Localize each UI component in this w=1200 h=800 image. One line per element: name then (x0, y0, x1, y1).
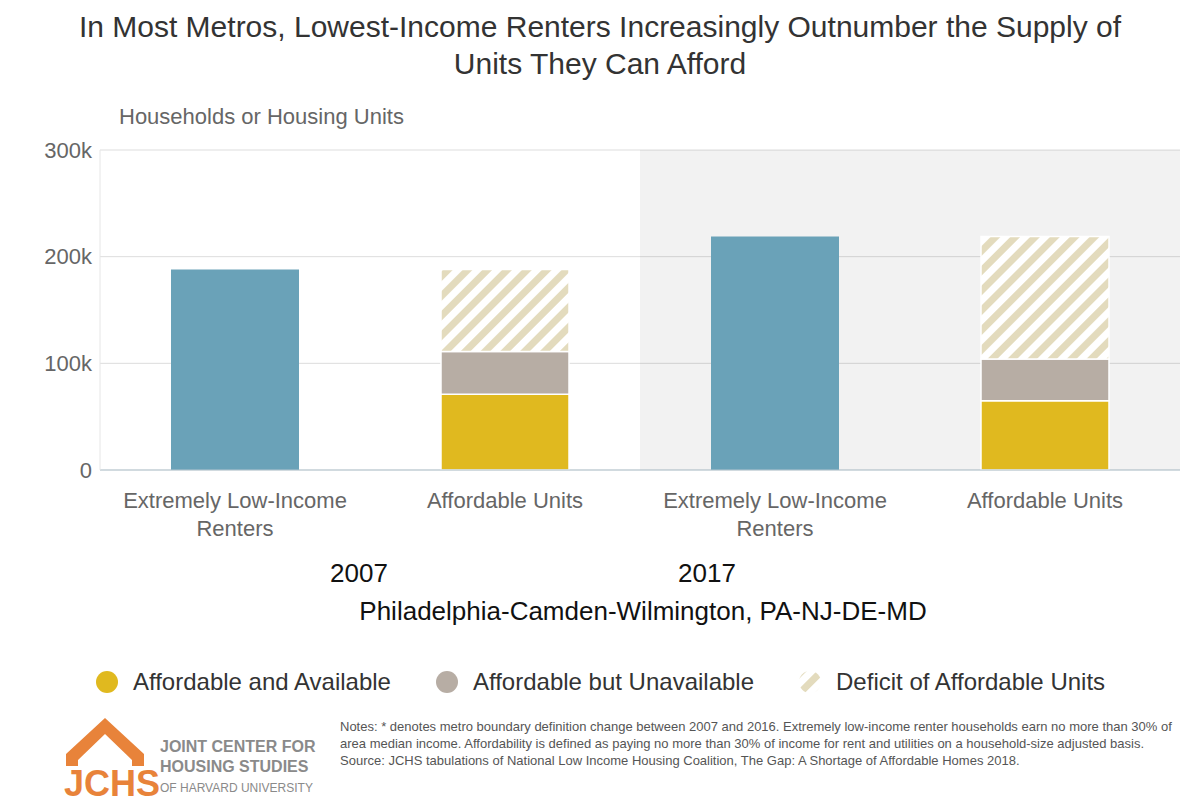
html-text:2007: 2007 (330, 558, 388, 588)
svg-text:100k: 100k (44, 351, 93, 376)
svg-text:Affordable Units: Affordable Units (967, 488, 1123, 513)
html-text:Affordable and Available: Affordable and Available (132, 668, 391, 695)
html-text:Notes: * denotes metro boundar: Notes: * denotes metro boundary definiti… (340, 719, 1172, 751)
svg-text:JCHS: JCHS (64, 763, 160, 800)
svg-text:Extremely Low-IncomeRenters: Extremely Low-IncomeRenters (123, 488, 347, 541)
svg-text:OF HARVARD UNIVERSITY: OF HARVARD UNIVERSITY (160, 781, 313, 795)
svg-text:0: 0 (80, 458, 92, 483)
html-text:2017: 2017 (678, 558, 736, 588)
html-text:Affordable but Unavailable: Affordable but Unavailable (472, 668, 754, 695)
svg-text:HOUSING STUDIES: HOUSING STUDIES (160, 758, 309, 775)
html-text:Deficit of Affordable Units: Deficit of Affordable Units (836, 668, 1106, 695)
svg-text:Extremely Low-IncomeRenters: Extremely Low-IncomeRenters (663, 488, 887, 541)
svg-text:JOINT CENTER FOR: JOINT CENTER FOR (160, 738, 316, 755)
svg-text:200k: 200k (44, 244, 93, 269)
svg-text:300k: 300k (44, 138, 93, 163)
html-text:Households or Housing Units: Households or Housing Units (119, 104, 404, 129)
html-text:Source: JCHS tabulations of Na: Source: JCHS tabulations of National Low… (340, 753, 1020, 768)
html-text:Philadelphia-Camden-Wilmington: Philadelphia-Camden-Wilmington, PA-NJ-DE… (359, 596, 927, 626)
html-text:In Most Metros, Lowest-Income: In Most Metros, Lowest-Income Renters In… (78, 10, 1122, 80)
svg-text:Affordable Units: Affordable Units (427, 488, 583, 513)
